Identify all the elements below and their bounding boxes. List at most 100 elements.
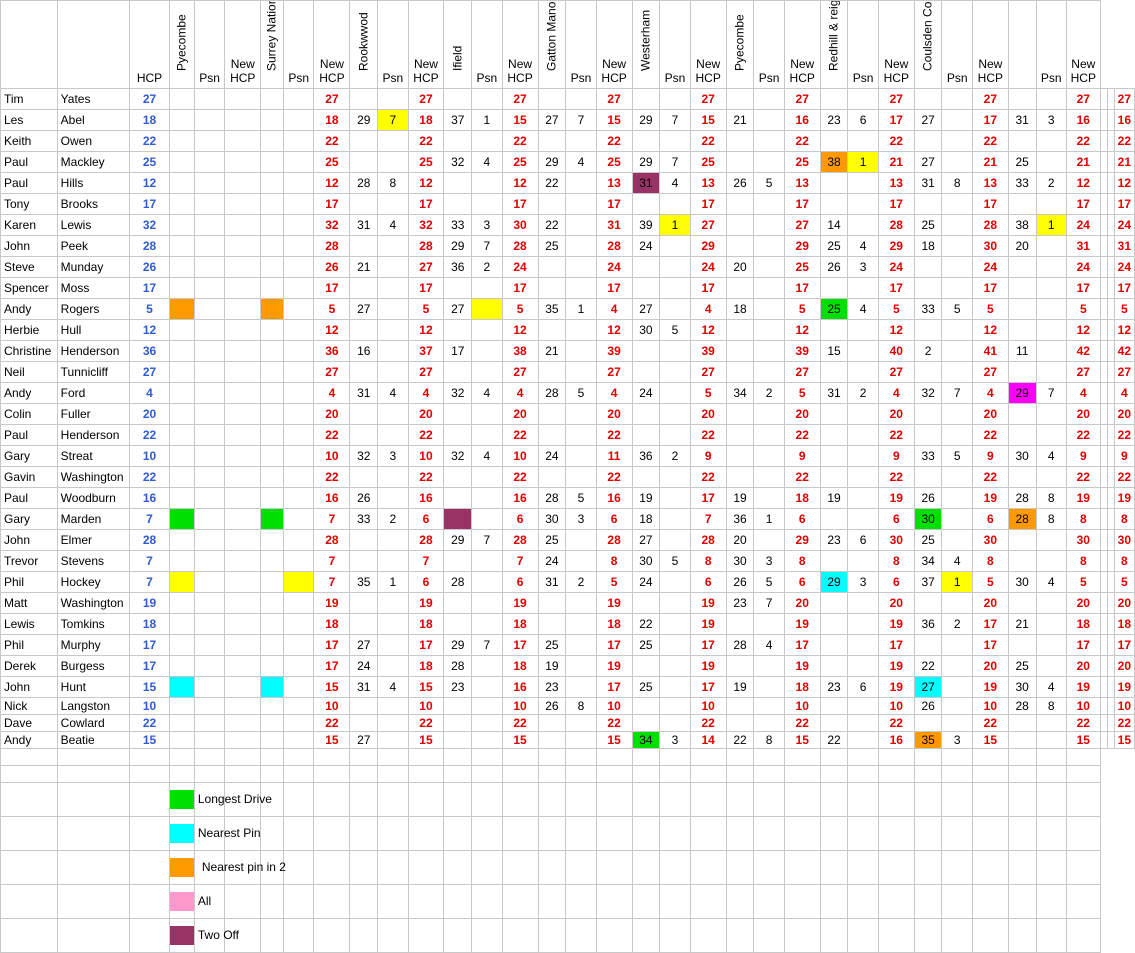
position-cell bbox=[565, 88, 597, 110]
position-cell: 7 bbox=[471, 529, 503, 551]
score-cell bbox=[537, 277, 567, 299]
score-cell bbox=[1099, 529, 1108, 551]
score-cell bbox=[631, 714, 661, 732]
first-name: Les bbox=[0, 109, 58, 131]
new-hcp-cell: 27 bbox=[313, 361, 351, 383]
score-cell: 26 bbox=[913, 697, 943, 715]
header-psn: Psn bbox=[193, 0, 226, 89]
score-cell bbox=[1099, 235, 1108, 257]
score-cell bbox=[631, 340, 661, 362]
score-cell bbox=[260, 445, 285, 467]
score-cell bbox=[1099, 634, 1108, 656]
last-name: Hull bbox=[56, 319, 131, 341]
score-cell: 2 bbox=[913, 340, 943, 362]
new-hcp-cell: 6 bbox=[877, 508, 915, 530]
new-hcp-cell: 27 bbox=[689, 88, 727, 110]
new-hcp-cell: 17 bbox=[689, 277, 727, 299]
new-hcp-cell: 12 bbox=[407, 172, 445, 194]
empty-cell bbox=[631, 850, 661, 885]
position-cell bbox=[659, 235, 691, 257]
position-cell: 1 bbox=[471, 109, 503, 131]
new-hcp-cell: 22 bbox=[595, 714, 633, 732]
position-cell bbox=[193, 487, 226, 509]
score-cell bbox=[537, 613, 567, 635]
header-new-hcp: New HCP bbox=[971, 0, 1009, 89]
empty-cell bbox=[349, 918, 379, 953]
score-cell bbox=[819, 319, 849, 341]
new-hcp-cell: 5 bbox=[501, 298, 539, 320]
empty-cell bbox=[1065, 748, 1101, 766]
new-hcp-cell: 18 bbox=[407, 655, 445, 677]
empty-cell bbox=[941, 782, 973, 817]
empty-cell: Two Off bbox=[168, 918, 239, 953]
first-name: Andy bbox=[0, 298, 58, 320]
new-hcp-cell: 20 bbox=[971, 403, 1009, 425]
empty-cell bbox=[631, 884, 661, 919]
position-cell: 7 bbox=[659, 109, 691, 131]
position-cell bbox=[941, 676, 973, 698]
score-cell bbox=[631, 130, 661, 152]
empty-cell bbox=[407, 850, 445, 885]
score-cell: 26 bbox=[725, 172, 755, 194]
score-cell bbox=[443, 319, 473, 341]
position-cell bbox=[1106, 403, 1115, 425]
new-hcp-cell: 17 bbox=[783, 634, 821, 656]
empty-cell bbox=[537, 816, 567, 851]
position-cell: 8 bbox=[1035, 487, 1067, 509]
new-hcp-cell: 20 bbox=[313, 403, 351, 425]
last-name: Henderson bbox=[56, 340, 131, 362]
empty-cell bbox=[913, 918, 943, 953]
score-cell bbox=[819, 634, 849, 656]
score-cell bbox=[168, 340, 195, 362]
new-hcp-cell: 27 bbox=[877, 88, 915, 110]
score-cell: 25 bbox=[537, 235, 567, 257]
position-cell bbox=[471, 676, 503, 698]
new-hcp-cell: 27 bbox=[689, 361, 727, 383]
new-hcp-cell: 17 bbox=[1113, 193, 1135, 215]
spacer-row bbox=[0, 748, 1135, 766]
position-cell bbox=[753, 277, 785, 299]
new-hcp-cell: 27 bbox=[971, 361, 1009, 383]
position-cell bbox=[283, 361, 315, 383]
score-cell bbox=[168, 361, 195, 383]
score-cell: 31 bbox=[819, 382, 849, 404]
score-cell bbox=[168, 655, 195, 677]
score-cell: 32 bbox=[443, 151, 473, 173]
header-course bbox=[1007, 0, 1037, 89]
position-cell bbox=[565, 235, 597, 257]
new-hcp-cell: 22 bbox=[407, 424, 445, 446]
score-cell bbox=[1007, 529, 1037, 551]
hcp-value: 5 bbox=[129, 298, 170, 320]
score-cell bbox=[349, 466, 379, 488]
position-cell: 7 bbox=[565, 109, 597, 131]
new-hcp-cell: 24 bbox=[1113, 256, 1135, 278]
position-cell bbox=[941, 340, 973, 362]
position-cell bbox=[1106, 214, 1115, 236]
new-hcp-cell: 17 bbox=[689, 634, 727, 656]
first-name: Matt bbox=[0, 592, 58, 614]
score-cell bbox=[168, 382, 195, 404]
last-name: Yates bbox=[56, 88, 131, 110]
position-cell bbox=[659, 714, 691, 732]
empty-cell bbox=[595, 850, 633, 885]
score-cell bbox=[725, 193, 755, 215]
new-hcp-cell: 25 bbox=[689, 151, 727, 173]
score-cell bbox=[819, 88, 849, 110]
new-hcp-cell: 4 bbox=[877, 382, 915, 404]
new-hcp-cell: 25 bbox=[407, 151, 445, 173]
header-new-hcp: New HCP bbox=[313, 0, 351, 89]
empty-cell bbox=[819, 782, 849, 817]
score-cell bbox=[260, 361, 285, 383]
empty-cell bbox=[1035, 918, 1067, 953]
score-cell: 25 bbox=[913, 214, 943, 236]
score-cell bbox=[1099, 714, 1108, 732]
empty-cell bbox=[565, 850, 597, 885]
new-hcp-cell bbox=[224, 172, 262, 194]
new-hcp-cell: 13 bbox=[877, 172, 915, 194]
position-cell: 7 bbox=[941, 382, 973, 404]
empty-cell bbox=[349, 748, 379, 766]
new-hcp-cell: 28 bbox=[689, 529, 727, 551]
empty-cell bbox=[877, 918, 915, 953]
score-cell bbox=[725, 403, 755, 425]
score-cell bbox=[1007, 319, 1037, 341]
